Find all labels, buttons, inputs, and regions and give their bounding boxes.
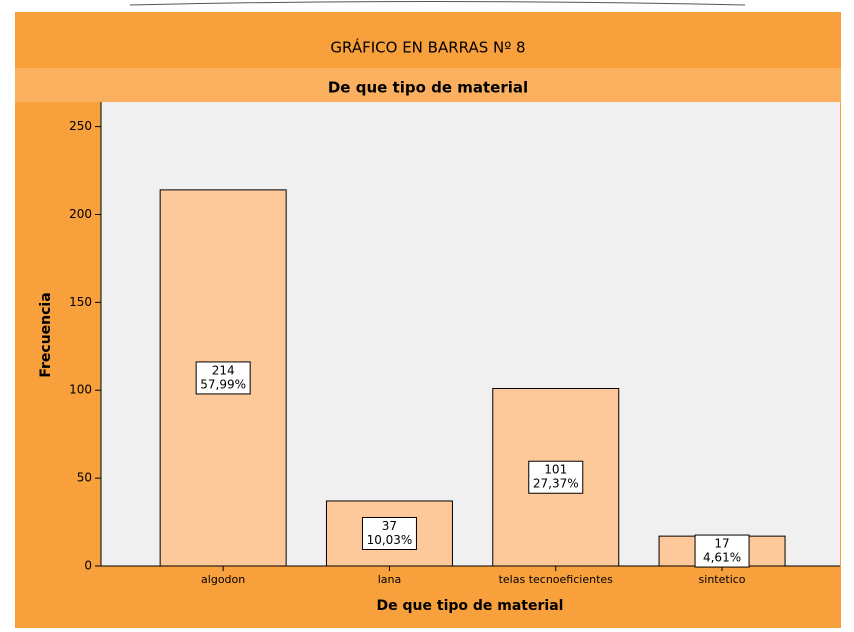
y-tick-label: 200 xyxy=(69,207,92,221)
data-label: 37 xyxy=(382,519,397,533)
data-label-percent: 10,03% xyxy=(367,533,413,547)
data-label-box xyxy=(361,516,417,550)
y-tick-label: 100 xyxy=(69,383,92,397)
x-tick-label: telas tecnoeficientes xyxy=(499,573,614,586)
y-tick-label: 150 xyxy=(69,295,92,309)
data-label-percent: 57,99% xyxy=(200,377,246,391)
data-label-box xyxy=(528,460,584,494)
data-label: 101 xyxy=(544,463,567,477)
y-tick-label: 0 xyxy=(84,559,92,573)
subtitle-band xyxy=(15,68,841,102)
data-label-percent: 4,61% xyxy=(703,551,741,565)
data-label: 214 xyxy=(212,363,235,377)
data-label-percent: 27,37% xyxy=(533,477,579,491)
data-label-box xyxy=(195,361,251,395)
x-tick-label: lana xyxy=(378,573,402,586)
y-tick-label: 250 xyxy=(69,119,92,133)
chart-subtitle: De que tipo de material xyxy=(328,79,528,97)
data-label: 17 xyxy=(714,537,729,551)
x-axis-label: De que tipo de material xyxy=(377,598,564,614)
data-label-box xyxy=(694,534,750,568)
y-tick-label: 50 xyxy=(77,471,92,485)
top-edge xyxy=(129,1,746,6)
y-axis-label: Frecuencia xyxy=(38,292,54,377)
x-tick-label: algodon xyxy=(201,573,245,586)
chart-title: GRÁFICO EN BARRAS Nº 8 xyxy=(330,38,525,57)
x-tick-label: sintetico xyxy=(699,573,746,586)
